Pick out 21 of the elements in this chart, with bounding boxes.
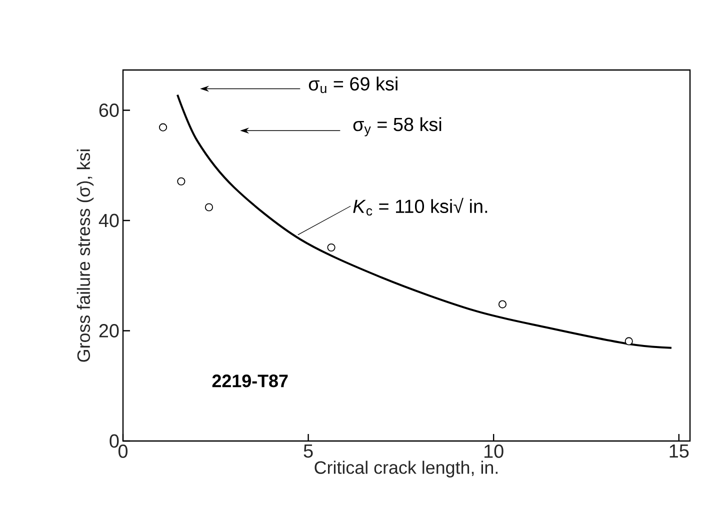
point — [158, 123, 168, 132]
x-axis-title: Critical crack length, in. — [314, 460, 498, 478]
line-series — [176, 94, 672, 349]
x-tick-label: 10 — [484, 444, 504, 458]
x-tick-label: 0 — [118, 444, 128, 458]
annotation: K$_{c}$ = 110 ksi√ in. — [353, 198, 488, 216]
y-tick-label: 0 — [110, 434, 119, 448]
annotation: σ$_{u}$ = 69 ksi — [308, 76, 398, 94]
y-tick-label: 20 — [99, 324, 119, 338]
x-tick-label: 5 — [304, 444, 313, 458]
point — [498, 300, 507, 308]
point — [177, 177, 186, 186]
point — [624, 337, 633, 346]
y-axis-title: Gross failure stress (σ), ksi — [76, 150, 94, 362]
y-tick-label: 60 — [99, 104, 119, 117]
y-tick-label: 40 — [98, 214, 119, 228]
point — [204, 203, 214, 212]
x-tick-label: 15 — [670, 444, 689, 458]
point — [327, 243, 336, 252]
annotation: 2219-T87 — [212, 374, 288, 388]
annotation: σ$_{y}$ = 58 ksi — [353, 117, 442, 136]
